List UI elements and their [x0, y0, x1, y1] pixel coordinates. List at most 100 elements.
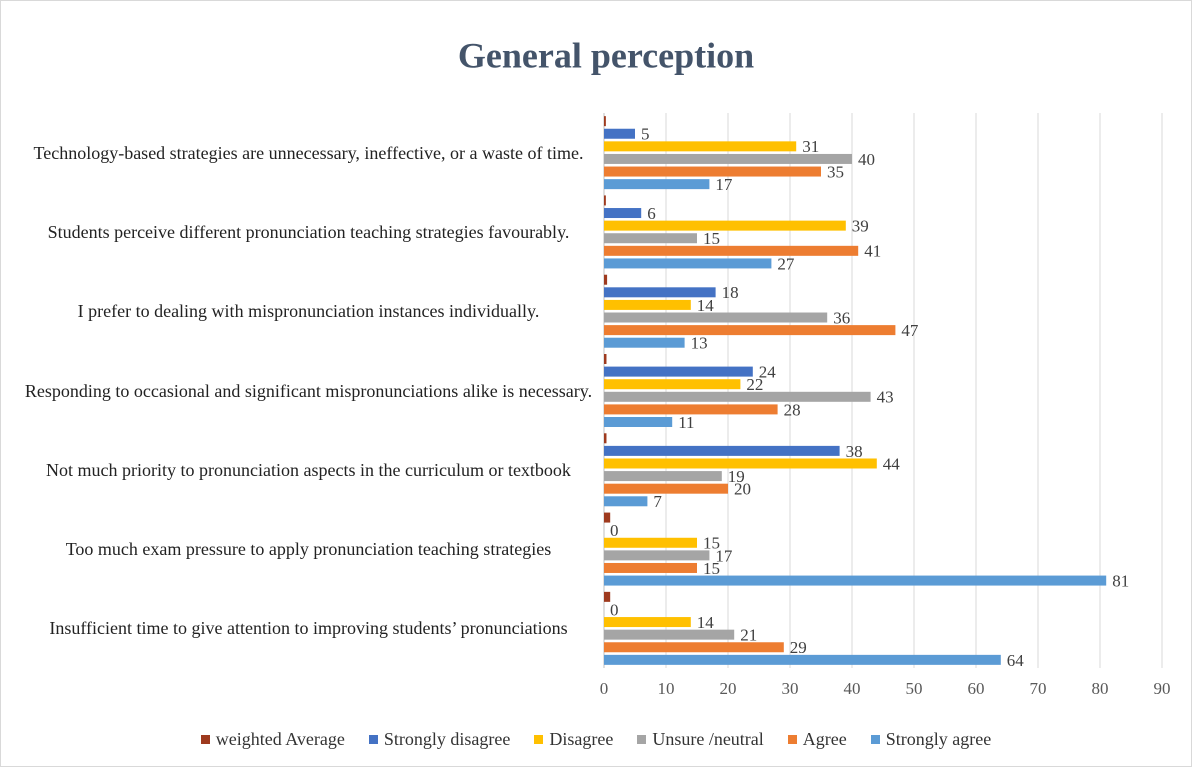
data-label: 24	[759, 363, 777, 382]
legend-swatch	[368, 735, 378, 744]
x-tick-label: 70	[1030, 679, 1047, 698]
bar	[604, 512, 611, 523]
data-label: 14	[697, 613, 715, 632]
bar	[604, 245, 859, 256]
bar	[604, 337, 685, 348]
data-label: 36	[833, 308, 850, 327]
data-label: 6	[647, 204, 656, 223]
category-label: Not much priority to pronunciation aspec…	[46, 459, 571, 480]
data-label: 43	[877, 388, 894, 407]
bar	[604, 458, 877, 469]
bar	[604, 116, 606, 127]
category-label: Students perceive different pronunciatio…	[47, 221, 570, 242]
bar	[604, 325, 896, 336]
x-tick-label: 60	[968, 679, 985, 698]
data-label: 0	[610, 521, 619, 540]
bar	[604, 629, 735, 640]
bar	[604, 233, 697, 244]
x-tick-label: 30	[782, 679, 799, 698]
legend-item: Agree	[787, 729, 847, 750]
x-tick-label: 20	[720, 679, 737, 698]
category-label: I prefer to dealing with mispronunciatio…	[77, 301, 540, 322]
bar	[604, 179, 710, 190]
data-label: 19	[728, 467, 745, 486]
bar	[604, 483, 728, 494]
bar	[604, 433, 607, 444]
data-label: 41	[864, 242, 881, 261]
legend-item: Strongly agree	[870, 729, 991, 750]
x-tick-label: 40	[844, 679, 861, 698]
bar	[604, 471, 722, 482]
category-label: Responding to occasional and significant…	[24, 380, 593, 401]
data-label: 15	[703, 559, 720, 578]
data-label: 35	[827, 162, 844, 181]
data-label: 17	[715, 175, 733, 194]
category-label: Insufficient time to give attention to i…	[49, 618, 568, 639]
x-tick-label: 10	[658, 679, 675, 698]
bar	[604, 575, 1107, 586]
data-label: 13	[691, 334, 708, 353]
legend-label: Agree	[802, 729, 847, 749]
category-label: Technology-based strategies are unnecess…	[33, 142, 584, 163]
bar	[604, 312, 828, 323]
x-tick-label: 80	[1092, 679, 1109, 698]
data-label: 20	[734, 480, 751, 499]
bar	[604, 496, 648, 507]
data-label: 22	[746, 375, 763, 394]
legend-label: Unsure /neutral	[652, 729, 764, 749]
data-label: 11	[678, 413, 694, 432]
data-label: 40	[858, 150, 875, 169]
legend-label: Disagree	[549, 729, 614, 749]
bar	[604, 404, 778, 415]
data-label: 17	[715, 546, 733, 565]
data-label: 15	[703, 534, 720, 553]
x-tick-label: 50	[906, 679, 923, 698]
legend-item: Disagree	[534, 729, 613, 750]
data-label: 27	[777, 254, 795, 273]
bar	[604, 220, 846, 231]
bar	[604, 287, 716, 298]
data-label: 0	[610, 600, 619, 619]
data-label: 15	[703, 229, 720, 248]
bar	[604, 617, 691, 628]
bar	[604, 195, 606, 206]
chart-title: General perception	[458, 35, 754, 75]
bar	[604, 642, 784, 653]
data-label: 28	[784, 400, 801, 419]
data-label: 81	[1112, 571, 1129, 590]
data-label: 44	[883, 454, 901, 473]
bar	[604, 141, 797, 152]
legend-item: weighted Average	[200, 729, 345, 750]
bar	[604, 445, 840, 456]
data-label: 21	[740, 626, 757, 645]
legend-item: Unsure /neutral	[637, 729, 764, 750]
bar	[604, 591, 611, 602]
bar	[604, 208, 642, 219]
x-tick-label: 90	[1154, 679, 1171, 698]
data-label: 38	[846, 442, 863, 461]
bar	[604, 550, 710, 561]
legend-swatch	[534, 735, 544, 744]
data-label: 47	[901, 321, 919, 340]
data-label: 31	[802, 137, 819, 156]
bar	[604, 153, 852, 164]
bar	[604, 379, 741, 390]
bar	[604, 537, 697, 548]
bar	[604, 299, 691, 310]
legend-swatch	[870, 735, 880, 744]
bar	[604, 366, 753, 377]
legend-swatch	[637, 735, 647, 744]
bar	[604, 166, 821, 177]
x-tick-label: 0	[600, 679, 609, 698]
legend-swatch	[787, 735, 797, 744]
bar	[604, 274, 608, 285]
legend-swatch	[200, 735, 210, 744]
bar	[604, 391, 871, 402]
data-label: 29	[790, 638, 807, 657]
legend: weighted Average Strongly disagree Disagre…	[1, 729, 1191, 750]
bar	[604, 128, 635, 139]
data-label: 7	[653, 492, 662, 511]
bar	[604, 562, 697, 573]
